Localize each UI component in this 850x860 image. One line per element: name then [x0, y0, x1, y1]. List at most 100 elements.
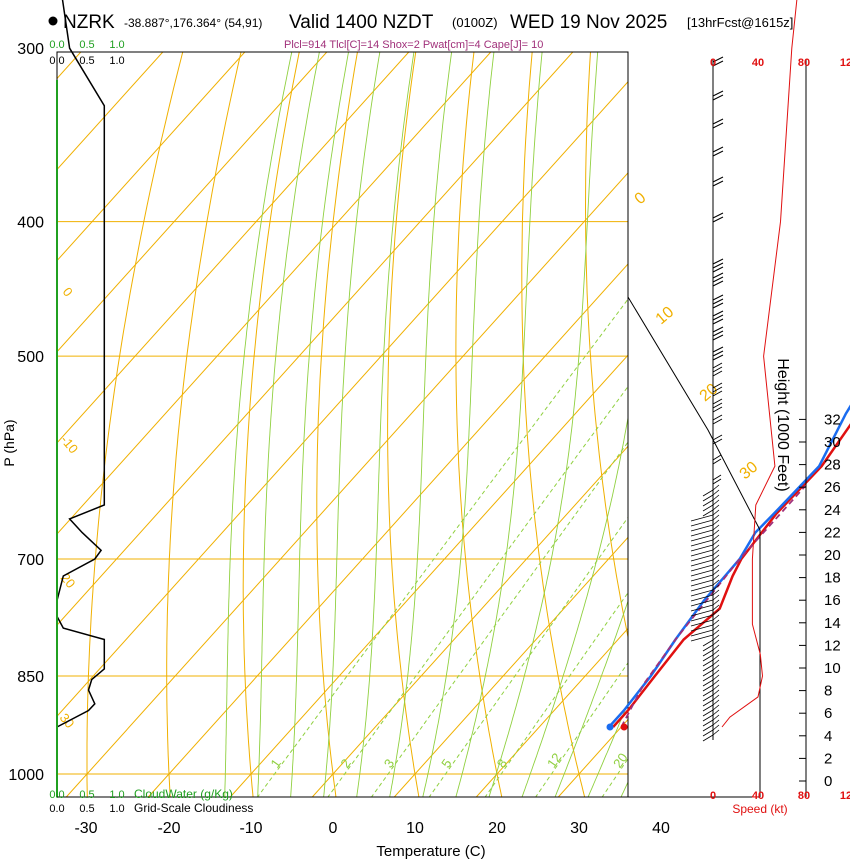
wind-barb [712, 212, 724, 219]
wind-barb [690, 519, 714, 527]
height-tick-label: 18 [824, 570, 841, 587]
speed-tick-top: 80 [798, 57, 810, 69]
mixing-ratio-label: 12 [544, 750, 565, 770]
height-axis-title: Height (1000 Feet) [774, 358, 791, 491]
wind-barb [690, 554, 714, 562]
height-tick-label: 2 [824, 750, 832, 767]
isotherm-line [229, 354, 628, 797]
speed-tick-top: 12 [840, 57, 850, 69]
mixing-ratio-line [484, 591, 628, 797]
moist-adiabat-line [257, 52, 320, 797]
wind-barb [712, 704, 720, 711]
wind-barb [712, 724, 720, 731]
isotherm-line [57, 81, 628, 717]
cloudiness-tick-top: 1.0 [109, 55, 124, 67]
isotherm-line [57, 52, 410, 444]
wind-barb [702, 504, 714, 512]
wind-barb [690, 529, 714, 537]
moist-adiabat-line [224, 52, 293, 797]
wind-barb [702, 699, 714, 707]
isotherm-line [393, 536, 628, 797]
mixing-ratio-label: 20 [610, 750, 631, 770]
wind-barb [712, 649, 720, 656]
speed-tick-top: 0 [710, 57, 716, 69]
wind-barb [702, 664, 714, 672]
wind-barb [712, 634, 720, 641]
wind-barb [712, 559, 720, 566]
wind-barb [712, 346, 724, 353]
cloud-water-tick-top: 0.0 [49, 39, 64, 51]
isotherm-line [57, 52, 246, 262]
plot-frame [56, 51, 629, 798]
wind-barb [702, 489, 714, 497]
wind-barb [712, 679, 720, 686]
wind-barb [712, 729, 720, 736]
wind-barb [712, 216, 724, 223]
mixing-ratio-line [535, 661, 628, 797]
wind-barb [712, 314, 724, 321]
isotherm-label: 30 [737, 459, 762, 484]
height-tick-label: 32 [824, 411, 841, 428]
moist-adiabat-line [356, 52, 415, 797]
x-axis-title: Temperature (C) [376, 843, 485, 860]
wind-barb [712, 544, 720, 551]
height-tick-label: 16 [824, 592, 841, 609]
wind-barb [712, 584, 720, 591]
wind-barb [702, 659, 714, 667]
wind-barb [712, 118, 724, 125]
wind-barb [690, 514, 714, 522]
height-tick-label: 4 [824, 728, 832, 745]
wind-barb [702, 704, 714, 712]
x-tick-label: 20 [488, 820, 506, 837]
height-tick-label: 28 [824, 457, 841, 474]
wind-barb [712, 150, 724, 157]
x-tick-label: 40 [652, 820, 670, 837]
wind-barb [712, 644, 720, 651]
wind-barb [712, 699, 720, 706]
wind-barb [690, 599, 714, 607]
wind-barb [712, 529, 720, 536]
wind-barb [712, 689, 720, 696]
isotherm-line [57, 52, 574, 626]
wind-barb [690, 564, 714, 572]
cloud-water-tick-bottom: 1.0 [109, 789, 124, 801]
wind-barb [690, 594, 714, 602]
dry-adiabat-label: -10 [58, 432, 82, 456]
wind-barb [712, 298, 724, 305]
moist-adiabat-line [620, 780, 628, 797]
parcel-path [620, 485, 807, 728]
wind-barb [712, 418, 723, 425]
valid-time: Valid 1400 NZDT [289, 12, 434, 33]
pressure-tick-label: 850 [17, 669, 44, 686]
x-tick-label: 30 [570, 820, 588, 837]
wind-barb [690, 619, 714, 627]
wind-barb [712, 484, 720, 491]
isotherm-line [311, 445, 628, 797]
wind-barb [712, 519, 720, 526]
wind-barb [712, 390, 723, 397]
wind-barb [712, 629, 720, 636]
wind-barb [712, 434, 723, 441]
wind-barb [690, 559, 714, 567]
wind-barb [712, 330, 724, 337]
wind-barb [712, 318, 724, 325]
dry-adiabat-line [387, 52, 420, 797]
wind-barb [712, 94, 724, 101]
wind-barb [712, 386, 723, 393]
x-tick-label: -30 [74, 820, 97, 837]
wind-barb [712, 624, 720, 631]
isotherm-label: 10 [653, 304, 678, 329]
dry-adiabat-line [242, 52, 300, 797]
mixing-ratio-label: 5 [438, 756, 454, 771]
wind-barb [702, 689, 714, 697]
cloud-water-tick-bottom: 0.0 [49, 789, 64, 801]
pressure-tick-label: 500 [17, 349, 44, 366]
wind-barb [712, 709, 720, 716]
dry-adiabat-line [584, 52, 628, 640]
wind-barb [712, 694, 720, 701]
wind-barb [712, 589, 720, 596]
wind-barb [712, 474, 722, 481]
wind-barb [690, 604, 714, 612]
height-tick-label: 26 [824, 479, 841, 496]
wind-barb [712, 478, 722, 485]
